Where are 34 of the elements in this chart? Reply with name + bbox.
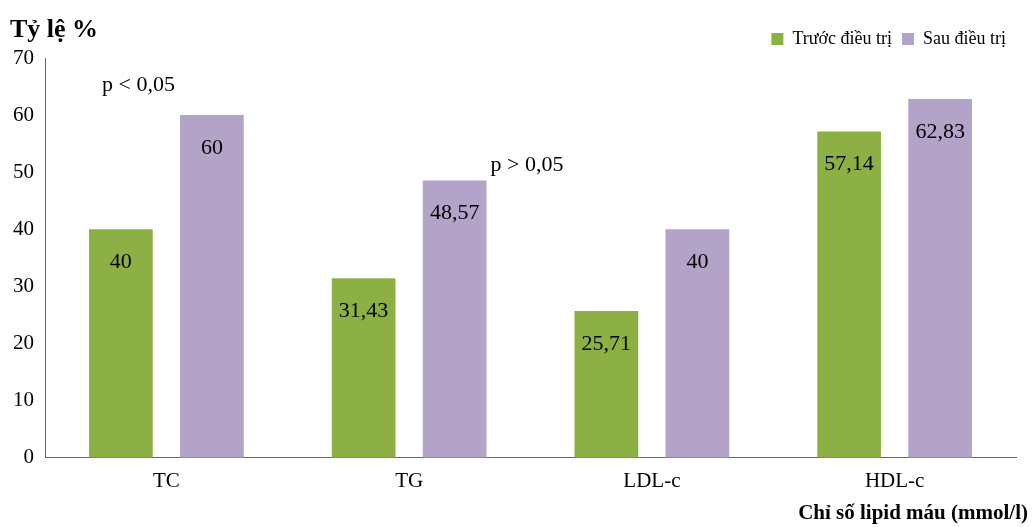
x-tick-label: TG [395, 467, 424, 492]
bar [817, 131, 881, 458]
data-label: 48,57 [429, 199, 480, 225]
bar [331, 278, 396, 458]
data-label: 60 [200, 133, 223, 159]
data-label: 57,14 [824, 150, 874, 176]
x-axis-title: Chỉ số lipid máu (mmol/l) [798, 500, 1028, 525]
annotation: p < 0,05 [102, 70, 176, 96]
data-label: 40 [109, 248, 132, 274]
legend-label: Sau điều trị [923, 27, 1007, 48]
bar [665, 229, 730, 458]
annotation: p > 0,05 [490, 150, 564, 176]
data-label: 40 [686, 248, 709, 274]
x-tick-label: LDL-c [623, 467, 681, 492]
bar [574, 310, 639, 458]
bar [422, 180, 487, 458]
data-label: 31,43 [338, 297, 389, 323]
data-label: 25,71 [581, 329, 632, 355]
x-tick-label: HDL-c [864, 467, 925, 492]
data-label: 62,83 [915, 117, 965, 143]
y-tick-label: 30 [13, 272, 34, 297]
bar [180, 115, 244, 458]
y-tick-label: 60 [13, 101, 34, 126]
legend-label: Trước điều trị [792, 27, 893, 48]
y-axis-title: Tỷ lệ % [10, 14, 99, 44]
y-tick-label: 70 [13, 44, 34, 69]
y-tick-label: 50 [13, 158, 34, 183]
y-tick-label: 0 [23, 444, 34, 469]
bar [89, 229, 153, 458]
y-tick-label: 20 [13, 330, 34, 355]
y-tick-label: 40 [13, 215, 34, 240]
y-tick-label: 10 [13, 387, 34, 412]
x-tick-label: TC [152, 467, 180, 492]
bar [908, 98, 972, 458]
